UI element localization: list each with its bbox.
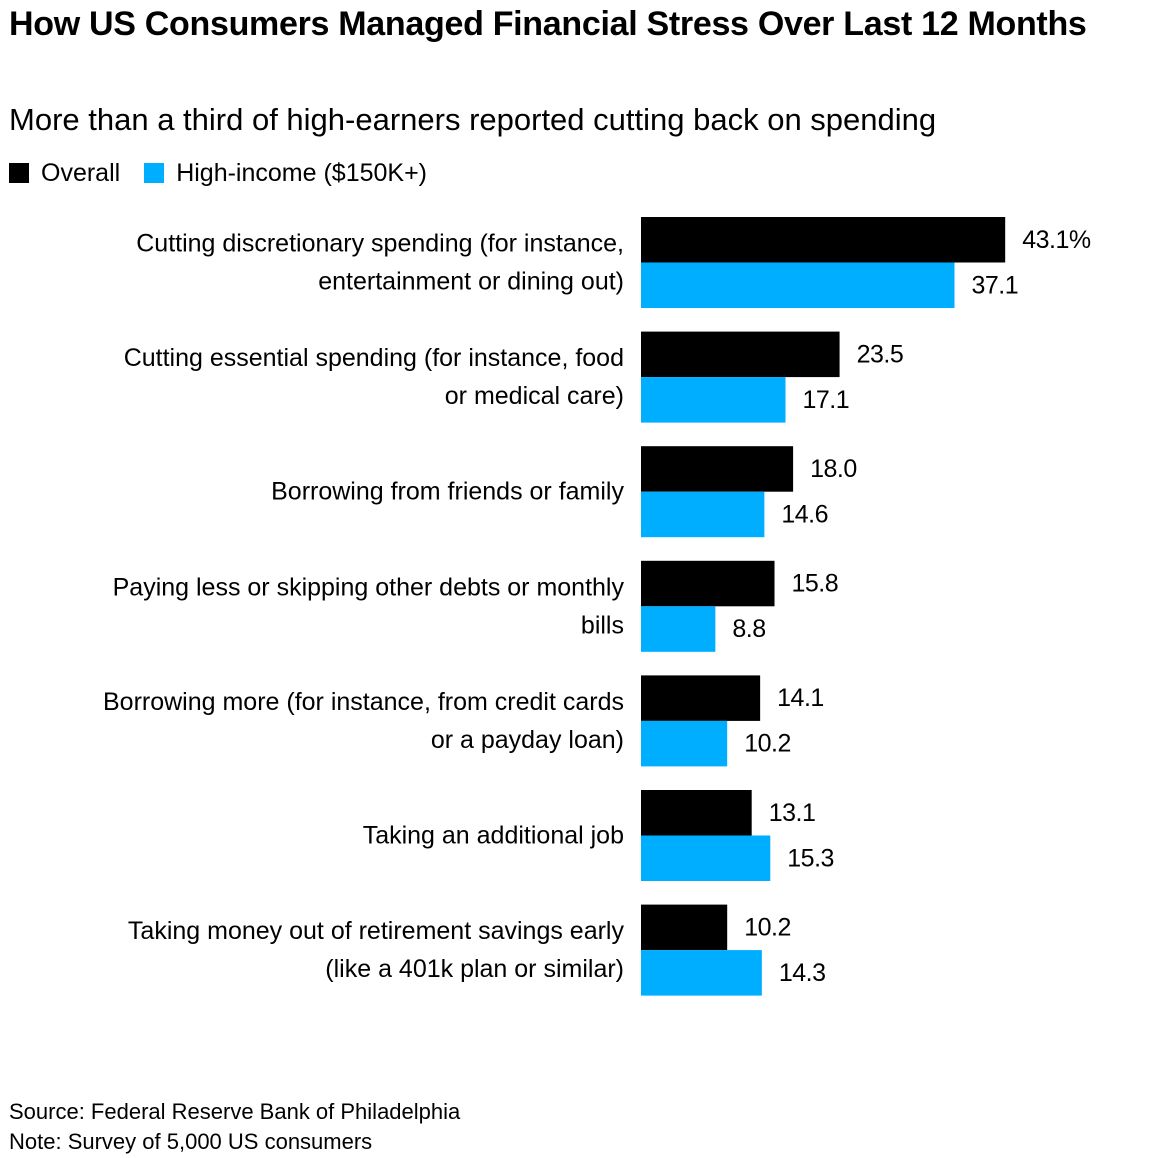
value-label-high-income: 14.3 bbox=[779, 959, 826, 987]
bar-overall bbox=[641, 217, 1006, 263]
legend-item-high-income: High-income ($150K+) bbox=[144, 159, 427, 188]
bar-high-income bbox=[641, 262, 955, 308]
bar-overall bbox=[641, 446, 794, 492]
category-label: Borrowing more (for instance, from credi… bbox=[103, 688, 624, 716]
value-label-overall: 23.5 bbox=[857, 340, 904, 368]
bar-high-income bbox=[641, 835, 771, 881]
bar-high-income bbox=[641, 950, 762, 996]
legend-swatch-high-income bbox=[144, 163, 165, 183]
category-label: entertainment or dining out) bbox=[318, 268, 624, 296]
value-label-overall: 43.1% bbox=[1022, 226, 1091, 254]
bar-overall bbox=[641, 675, 761, 721]
value-label-overall: 10.2 bbox=[744, 913, 791, 941]
legend-item-overall: Overall bbox=[9, 159, 120, 188]
value-label-high-income: 14.6 bbox=[781, 500, 828, 528]
value-label-overall: 14.1 bbox=[777, 684, 824, 712]
bar-high-income bbox=[641, 377, 786, 423]
legend-swatch-overall bbox=[9, 163, 29, 183]
category-label: Taking money out of retirement savings e… bbox=[128, 917, 625, 945]
legend-label-overall: Overall bbox=[41, 158, 121, 187]
category-label: or medical care) bbox=[445, 382, 624, 410]
value-label-overall: 13.1 bbox=[769, 799, 816, 827]
category-label: bills bbox=[581, 611, 624, 639]
bar-high-income bbox=[641, 720, 728, 767]
bar-overall bbox=[641, 331, 840, 378]
category-label: Borrowing from friends or family bbox=[271, 478, 624, 506]
value-label-high-income: 17.1 bbox=[802, 386, 849, 414]
chart-footer: Source: Federal Reserve Bank of Philadel… bbox=[9, 1097, 460, 1157]
value-label-overall: 18.0 bbox=[810, 455, 857, 483]
category-label: (like a 401k plan or similar) bbox=[325, 955, 624, 983]
legend: Overall High-income ($150K+) bbox=[9, 156, 451, 190]
value-label-high-income: 15.3 bbox=[787, 844, 834, 872]
chart-title: How US Consumers Managed Financial Stres… bbox=[9, 5, 1087, 43]
value-label-overall: 15.8 bbox=[792, 570, 839, 598]
value-label-high-income: 37.1 bbox=[971, 271, 1018, 299]
category-label: Cutting essential spending (for instance… bbox=[124, 344, 624, 372]
chart-subtitle: More than a third of high-earners report… bbox=[9, 102, 937, 137]
category-label: Paying less or skipping other debts or m… bbox=[113, 573, 625, 601]
value-label-high-income: 8.8 bbox=[732, 615, 765, 643]
legend-label-high-income: High-income ($150K+) bbox=[176, 158, 428, 187]
source-note: Source: Federal Reserve Bank of Philadel… bbox=[9, 1099, 461, 1124]
bar-overall bbox=[641, 790, 752, 836]
bar-high-income bbox=[641, 606, 716, 652]
category-label: Cutting discretionary spending (for inst… bbox=[136, 230, 624, 258]
category-label: Taking an additional job bbox=[363, 822, 624, 850]
survey-note: Note: Survey of 5,000 US consumers bbox=[9, 1129, 373, 1154]
value-label-high-income: 10.2 bbox=[744, 730, 791, 758]
bar-high-income bbox=[641, 491, 765, 538]
category-label: or a payday loan) bbox=[431, 726, 624, 754]
bar-overall bbox=[641, 560, 775, 607]
bar-overall bbox=[641, 904, 728, 951]
